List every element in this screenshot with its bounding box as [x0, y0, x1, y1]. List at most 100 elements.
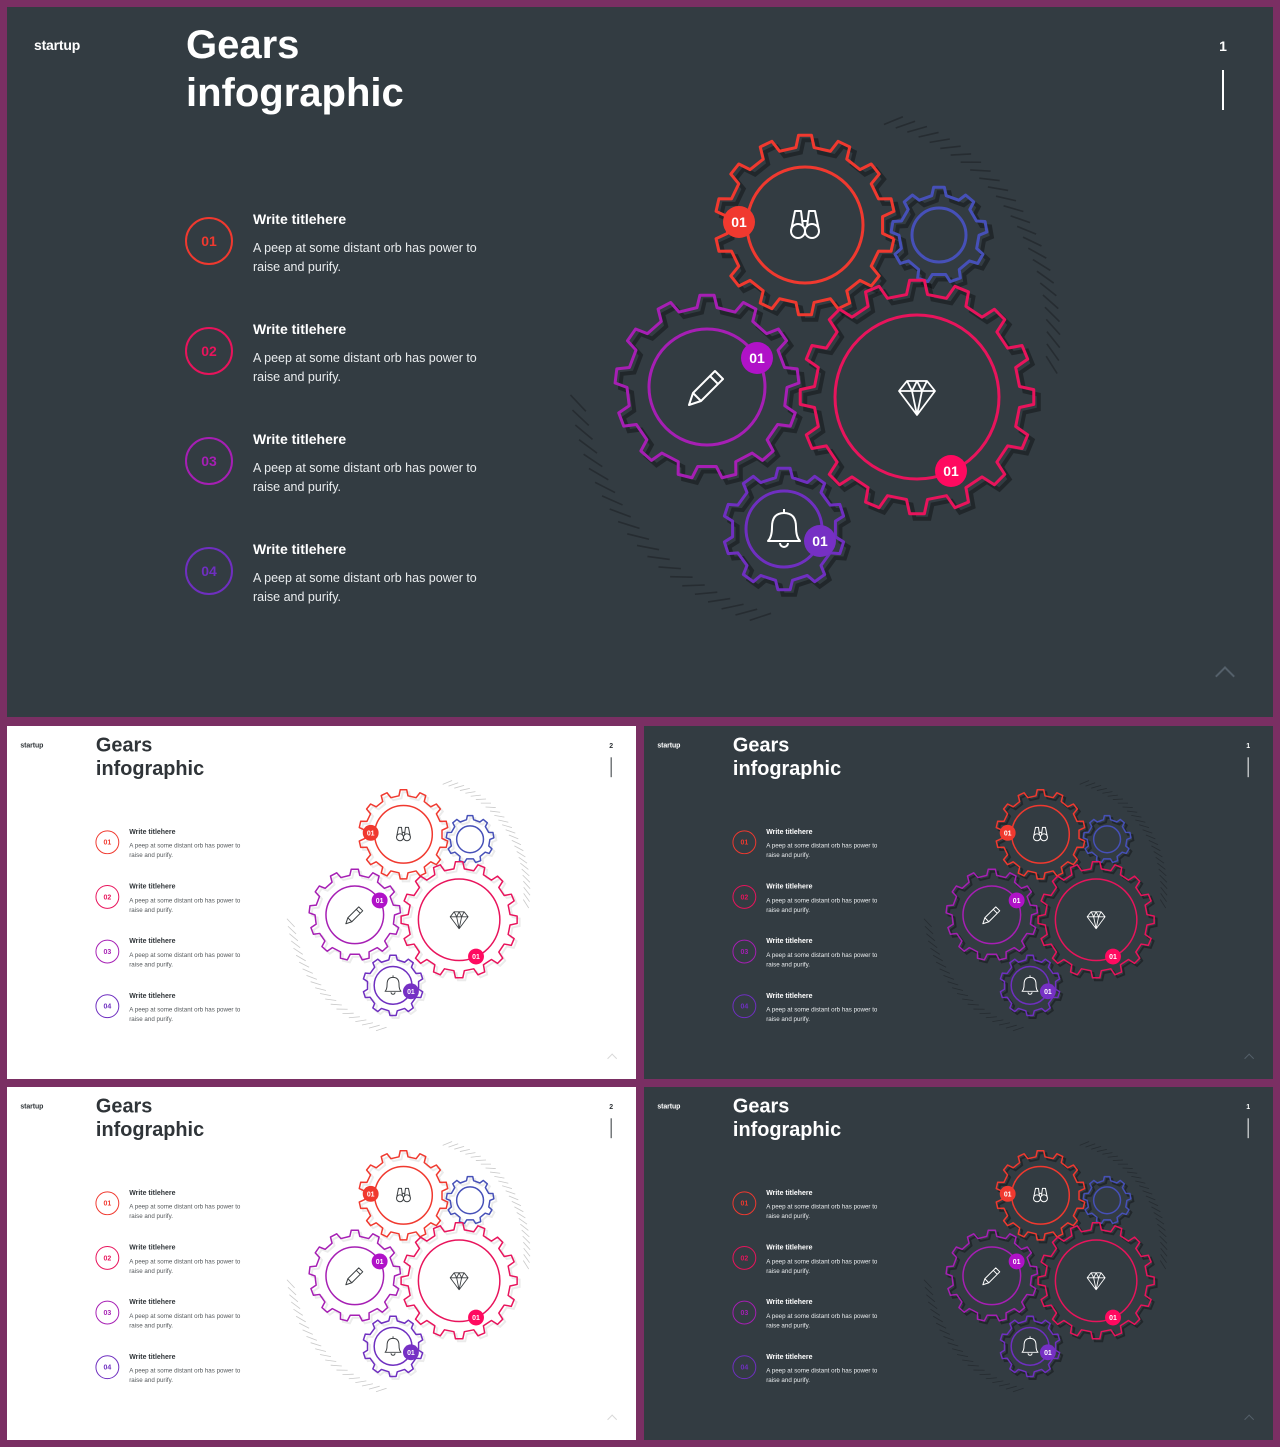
item-description: A peep at some distant orb has power to … [129, 951, 258, 970]
svg-text:01: 01 [367, 1191, 375, 1198]
pencil-icon [345, 906, 364, 925]
binoculars-icon [396, 1187, 411, 1203]
item-description-line-1: A peep at some distant orb has power to [766, 896, 878, 904]
list-item: 02 Write titlehere A peep at some distan… [732, 1243, 896, 1283]
item-title: Write titlehere [253, 431, 347, 447]
gear-binoculars: 01 [714, 133, 902, 322]
page-number: 1 [1219, 38, 1227, 54]
list-item: 02 Write titlehere A peep at some distan… [95, 882, 259, 922]
gear-badge: 01 [468, 1309, 484, 1326]
item-description: A peep at some distant orb has power to … [129, 1005, 258, 1024]
item-number-badge: 04 [95, 1355, 120, 1380]
item-description-line-1: A peep at some distant orb has power to [253, 351, 477, 365]
gear-badge: 01 [1039, 983, 1056, 1000]
item-description: A peep at some distant orb has power to … [129, 1202, 258, 1221]
item-title: Write titlehere [129, 882, 176, 890]
gear-small-blue [1082, 1175, 1135, 1228]
page-title: Gears infographic [733, 733, 841, 781]
item-title: Write titlehere [129, 1188, 176, 1197]
gears-illustration: 01 01 01 01 [923, 780, 1168, 1032]
gear-pencil: 01 [613, 293, 807, 486]
page-indicator-line [1247, 757, 1249, 778]
item-description-line-2: raise and purify. [129, 1015, 173, 1023]
gear-badge: 01 [362, 824, 379, 841]
item-number-badge: 02 [732, 1245, 757, 1270]
item-description: A peep at some distant orb has power to … [129, 896, 258, 915]
item-description-line-2: raise and purify. [766, 1212, 810, 1220]
item-title: Write titlehere [253, 211, 347, 227]
item-number-badge: 03 [185, 437, 233, 485]
list-item: 01 Write titlehere A peep at some distan… [732, 1188, 896, 1228]
list-item: 01 Write titlehere A peep at some distan… [185, 211, 515, 291]
item-description-line-1: A peep at some distant orb has power to [129, 1367, 241, 1375]
page-indicator-line [1247, 1118, 1249, 1139]
pencil-icon [982, 1267, 1001, 1286]
svg-text:01: 01 [407, 989, 415, 996]
svg-text:01: 01 [812, 533, 828, 549]
svg-text:01: 01 [376, 898, 384, 905]
gear-badge: 01 [1039, 1344, 1056, 1361]
gear-badge: 01 [935, 455, 967, 487]
item-description: A peep at some distant orb has power to … [129, 1312, 258, 1331]
slide-thumbnail[interactable]: startup Gears infographic 2 01 Write tit… [7, 726, 636, 1079]
gear-badge: 01 [402, 983, 419, 1000]
slide-thumbnail[interactable]: startup Gears infographic 2 01 Write tit… [7, 1087, 636, 1440]
gear-badge: 01 [362, 1185, 379, 1202]
item-description-line-1: A peep at some distant orb has power to [129, 1257, 241, 1265]
gears-illustration: 01 01 01 01 [286, 780, 531, 1032]
gear-badge: 01 [1105, 1309, 1121, 1326]
item-description-line-2: raise and purify. [129, 1376, 173, 1384]
item-number-badge: 02 [95, 884, 120, 909]
gear-bell: 01 [999, 954, 1064, 1019]
item-title: Write titlehere [766, 827, 813, 836]
slide-thumbnail[interactable]: startup Gears infographic 1 01 Write tit… [644, 1087, 1273, 1440]
title-line-1: Gears [732, 1094, 790, 1117]
page-indicator-line [1222, 70, 1224, 110]
item-number-badge: 01 [95, 1191, 120, 1216]
gear-badge: 01 [1008, 1253, 1025, 1270]
svg-text:01: 01 [1044, 989, 1052, 996]
item-description: A peep at some distant orb has power to … [253, 239, 513, 277]
item-description: A peep at some distant orb has power to … [766, 896, 895, 915]
gear-diamond: 01 [1037, 1222, 1158, 1343]
gear-pencil: 01 [308, 1229, 405, 1325]
item-title: Write titlehere [129, 1352, 176, 1361]
item-number-badge: 04 [95, 994, 120, 1019]
item-description-line-2: raise and purify. [129, 1267, 173, 1275]
item-description-line-2: raise and purify. [253, 260, 342, 274]
item-title: Write titlehere [766, 1188, 813, 1197]
item-number-badge: 03 [732, 1300, 757, 1325]
item-description-line-1: A peep at some distant orb has power to [129, 1006, 241, 1014]
list-item: 03 Write titlehere A peep at some distan… [732, 1298, 896, 1338]
item-title: Write titlehere [129, 936, 176, 945]
item-title: Write titlehere [766, 936, 813, 945]
hatched-arc-top-right [883, 115, 1061, 374]
main-slide-preview: startup Gears infographic 1 01 Write tit… [7, 7, 1273, 717]
gear-binoculars: 01 [995, 788, 1089, 883]
item-number-badge: 02 [185, 327, 233, 375]
gear-bell: 01 [362, 954, 427, 1019]
gear-diamond: 01 [1037, 861, 1158, 982]
list-item: 03 Write titlehere A peep at some distan… [185, 431, 515, 511]
binoculars-icon [1033, 1187, 1048, 1203]
title-line-2: infographic [732, 1118, 842, 1141]
gear-bell: 01 [999, 1315, 1064, 1380]
pencil-icon [982, 906, 1001, 925]
gear-binoculars: 01 [358, 788, 452, 883]
svg-text:01: 01 [407, 1350, 415, 1357]
item-description-line-2: raise and purify. [129, 906, 173, 914]
slide-thumbnail[interactable]: startup Gears infographic 1 01 Write tit… [644, 726, 1273, 1079]
bell-icon [1021, 1336, 1039, 1356]
list-item: 04 Write titlehere A peep at some distan… [95, 1352, 259, 1392]
item-description: A peep at some distant orb has power to … [766, 1257, 895, 1276]
title-line-1: Gears [95, 733, 153, 756]
item-description-line-1: A peep at some distant orb has power to [766, 842, 878, 850]
item-description: A peep at some distant orb has power to … [129, 1257, 258, 1276]
hatched-arc-bottom-left [286, 918, 387, 1032]
page-indicator-line [610, 1118, 612, 1139]
item-number-badge: 01 [95, 830, 120, 855]
list-item: 04 Write titlehere A peep at some distan… [732, 1352, 896, 1392]
item-title: Write titlehere [253, 541, 347, 557]
page-title: Gears infographic [186, 21, 404, 117]
gear-badge: 01 [804, 525, 836, 557]
